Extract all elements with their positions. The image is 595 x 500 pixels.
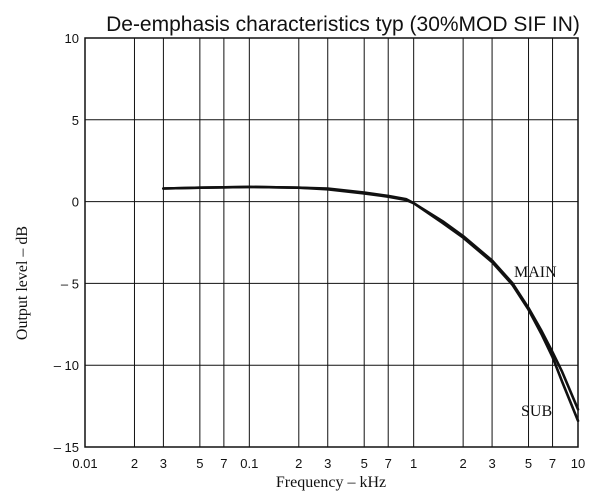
plot-frame [84, 37, 579, 448]
x-axis-label: Frequency – kHz [276, 474, 386, 491]
x-tick-label: 2 [460, 456, 467, 471]
x-tick-label: 0.01 [72, 456, 97, 471]
y-tick-label: 0 [72, 195, 79, 210]
x-tick-label: 1 [410, 456, 417, 471]
x-tick-label: 3 [324, 456, 331, 471]
series-label-sub: SUB [521, 403, 552, 420]
y-tick-label: – 15 [54, 440, 79, 455]
grid [84, 37, 579, 448]
chart-title: De-emphasis characteristics typ (30%MOD … [106, 13, 580, 36]
x-tick-label: 10 [571, 456, 585, 471]
x-tick-label: 2 [295, 456, 302, 471]
x-tick-label: 5 [196, 456, 203, 471]
x-tick-label: 7 [385, 456, 392, 471]
x-tick-label: 5 [525, 456, 532, 471]
series-curves [162, 185, 580, 423]
x-tick-label: 2 [131, 456, 138, 471]
y-axis-ticks: 10 5 0 – 5 – 10 – 15 [54, 31, 79, 455]
x-tick-label: 3 [488, 456, 495, 471]
x-tick-label: 0.1 [240, 456, 258, 471]
y-tick-label: – 5 [61, 276, 79, 291]
x-tick-label: 3 [160, 456, 167, 471]
y-tick-label: – 10 [54, 358, 79, 373]
x-tick-label: 7 [549, 456, 556, 471]
y-tick-label: 5 [72, 113, 79, 128]
x-axis-ticks: 0.01 2 3 5 7 0.1 2 3 5 7 1 2 3 5 7 10 [72, 456, 585, 471]
y-tick-label: 10 [65, 31, 79, 46]
x-tick-label: 5 [361, 456, 368, 471]
series-label-main: MAIN [514, 264, 557, 281]
y-axis-label: Output level – dB [14, 226, 31, 340]
series-line-main [162, 185, 580, 411]
x-tick-label: 7 [220, 456, 227, 471]
series-labels: MAIN SUB [514, 264, 557, 420]
series-line-sub [162, 185, 580, 423]
